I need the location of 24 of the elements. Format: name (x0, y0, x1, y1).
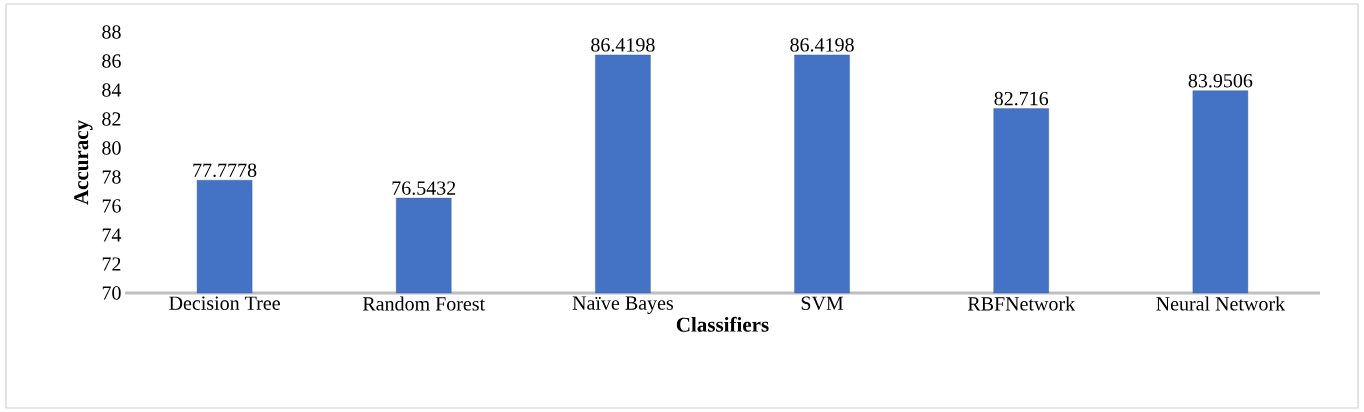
x-tick-label: Naïve Bayes (572, 296, 674, 314)
y-tick-label: 72 (102, 257, 121, 271)
y-tick-label: 84 (102, 83, 122, 97)
y-tick-label: 82 (102, 112, 121, 126)
y-tick-label: 80 (102, 141, 121, 155)
data-label: 83.9506 (1188, 73, 1253, 88)
data-label: 82.716 (994, 91, 1049, 106)
data-label: 86.4198 (790, 38, 854, 52)
y-tick-label: 70 (102, 286, 121, 300)
x-tick-label: Decision Tree (169, 296, 280, 310)
x-tick-label: Neural Network (1156, 296, 1286, 311)
x-axis-title: Classifiers (676, 316, 769, 332)
y-tick-label: 78 (102, 170, 121, 184)
x-tick-label: Random Forest (362, 296, 486, 311)
y-tick-label: 86 (102, 54, 121, 68)
x-tick-label: RBFNetwork (967, 296, 1076, 311)
y-axis-title: Accuracy (74, 120, 93, 205)
data-label: 86.4198 (591, 38, 655, 52)
y-tick-label: 74 (102, 228, 122, 242)
y-tick-label: 76 (102, 199, 121, 213)
data-label: 76.5432 (392, 181, 456, 195)
x-tick-label: SVM (801, 296, 844, 311)
data-label: 77.7778 (193, 163, 257, 178)
y-tick-label: 88 (102, 25, 121, 39)
